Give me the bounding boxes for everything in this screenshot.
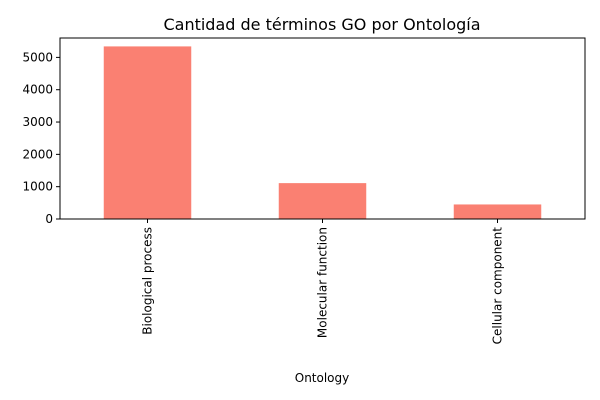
- x-tick-label: Cellular component: [491, 227, 505, 345]
- bar: [103, 46, 192, 220]
- x-tick-label: Molecular function: [316, 227, 330, 338]
- y-tick-label: 5000: [22, 50, 53, 64]
- plot-area: 0 1000 2000 3000 4000 5000 Biological process M…: [22, 37, 586, 345]
- bar: [453, 204, 542, 219]
- chart-title: Cantidad de términos GO por Ontología: [163, 15, 480, 34]
- x-axis-label: Ontology: [295, 371, 350, 385]
- y-tick-label: 1000: [22, 180, 53, 194]
- bar: [278, 183, 367, 219]
- x-tick-label: Biological process: [141, 227, 155, 335]
- y-tick-label: 0: [45, 212, 53, 226]
- y-tick-label: 3000: [22, 115, 53, 129]
- y-tick-label: 2000: [22, 147, 53, 161]
- y-tick-label: 4000: [22, 83, 53, 97]
